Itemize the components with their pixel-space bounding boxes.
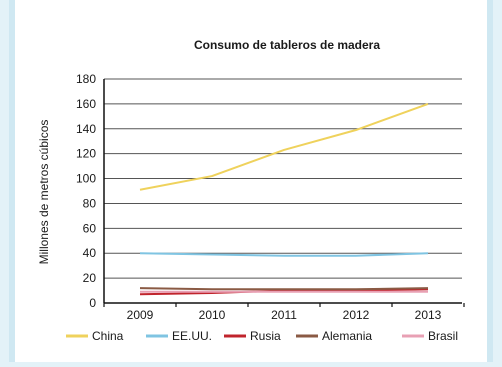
legend-item: China — [66, 329, 124, 343]
legend-label: China — [92, 329, 124, 343]
chart-panel — [9, 0, 493, 362]
y-tick-label: 60 — [83, 221, 97, 235]
x-tick-label: 2012 — [343, 308, 370, 322]
legend-label: Alemania — [322, 329, 372, 343]
y-tick-label: 160 — [76, 97, 96, 111]
legend-label: EE.UU. — [172, 329, 212, 343]
series-line-rusia — [139, 288, 429, 296]
legend-item: Alemania — [296, 329, 372, 343]
series-lines — [139, 102, 429, 296]
legend: China EE.UU. Rusia Alemania Brasil — [66, 329, 458, 343]
x-tick-label: 2011 — [271, 308, 297, 322]
legend-item: Brasil — [402, 329, 458, 343]
y-axis-label: Millones de metros cúbicos — [37, 120, 51, 265]
x-tick-label: 2010 — [199, 308, 226, 322]
gridlines — [104, 78, 462, 279]
y-tick-label: 0 — [89, 296, 96, 310]
x-tick-label: 2013 — [415, 308, 442, 322]
legend-label: Brasil — [428, 329, 458, 343]
y-tick-label: 120 — [76, 147, 96, 161]
series-line-eeuu — [139, 252, 429, 257]
legend-item: EE.UU. — [146, 329, 212, 343]
legend-item: Rusia — [224, 329, 281, 343]
tick-labels: 0 20 40 60 80 100 120 140 160 180 2009 2010 2011 2012… — [76, 72, 442, 322]
y-tick-label: 80 — [83, 196, 97, 210]
series-line-china — [139, 102, 429, 191]
y-tick-label: 40 — [83, 246, 97, 260]
y-tick-label: 180 — [76, 72, 96, 86]
series-line-alemania — [139, 287, 429, 291]
y-tick-label: 20 — [83, 271, 97, 285]
y-tick-label: 140 — [76, 122, 96, 136]
legend-label: Rusia — [250, 329, 281, 343]
chart-title: Consumo de tableros de madera — [194, 38, 380, 52]
x-tick-label: 2009 — [127, 308, 154, 322]
axes — [103, 79, 465, 307]
y-tick-label: 100 — [76, 172, 96, 186]
